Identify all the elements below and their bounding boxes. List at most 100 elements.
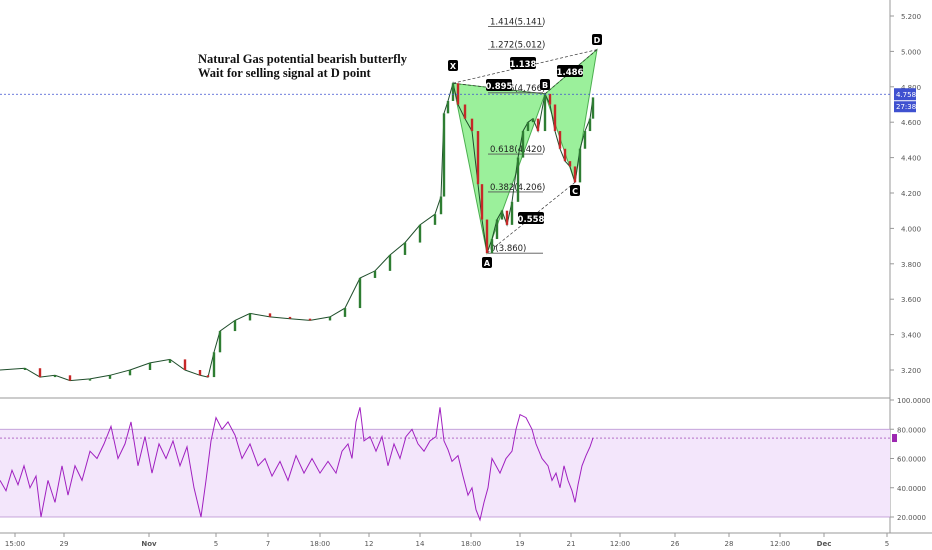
price-candle	[548, 93, 552, 105]
time-tick-label: 18:00	[461, 540, 481, 548]
price-tick-label: 4.200	[901, 190, 921, 198]
price-candle	[558, 131, 562, 149]
time-tick-label: 5	[885, 540, 889, 548]
price-candle	[521, 131, 525, 158]
price-tick-label: 4.600	[901, 119, 921, 127]
price-candle	[248, 313, 252, 321]
ratio-marker	[518, 212, 544, 224]
price-candle	[388, 254, 392, 271]
fib-label: 1.272(5.012)	[490, 40, 545, 50]
price-candle	[198, 370, 202, 376]
price-candle	[476, 131, 480, 185]
price-candle	[38, 368, 42, 378]
fib-label: 0.618(4.420)	[490, 145, 545, 155]
time-tick-label: 29	[60, 540, 69, 548]
price-tick-label: 5.200	[901, 13, 921, 21]
price-tick-label: 5.000	[901, 48, 921, 56]
point-label: C	[572, 187, 578, 196]
bd-leg	[544, 49, 598, 95]
point-marker	[482, 257, 492, 268]
axes: 5.200 5.000 4.800 4.600 4.400 4.200 4.000 3.800…	[0, 13, 930, 548]
time-tick-label: 19	[516, 540, 525, 548]
price-candle	[288, 316, 292, 319]
price-candle	[536, 118, 540, 132]
time-tick-label: 7	[266, 540, 270, 548]
price-candle	[68, 375, 72, 381]
fib-label: 0(3.860)	[490, 244, 526, 254]
point-label: B	[542, 81, 548, 90]
countdown-label: 27:38	[896, 103, 916, 111]
point-marker	[570, 185, 580, 196]
price-candle	[568, 161, 572, 167]
price-candle	[531, 118, 535, 123]
current-price-marker	[894, 88, 916, 101]
price-candle	[168, 359, 172, 363]
time-tick-label: 12:00	[770, 540, 790, 548]
price-candle	[439, 196, 443, 215]
price-tick-label: 3.200	[901, 367, 921, 375]
price-candle	[446, 100, 450, 114]
price-candle	[500, 210, 504, 220]
price-candle	[470, 118, 474, 132]
price-candle	[510, 201, 514, 225]
price-candle	[148, 362, 152, 370]
price-candle	[583, 131, 587, 149]
price-candle	[573, 166, 577, 183]
pattern-xab-triangle	[452, 82, 546, 256]
price-candle	[516, 157, 520, 202]
price-candle	[563, 148, 567, 162]
annotation-line-2: Wait for selling signal at D point	[198, 66, 372, 80]
fib-label: 0.786(4.766)	[490, 84, 545, 94]
price-candle	[23, 368, 27, 370]
price-tick-label: 3.600	[901, 296, 921, 304]
price-candle	[88, 378, 92, 381]
price-candle	[328, 316, 332, 321]
price-candle	[588, 118, 592, 132]
time-tick-label: 28	[725, 540, 734, 548]
ratio-label: 0.895	[486, 82, 513, 92]
price-candle	[403, 242, 407, 255]
price-candle	[490, 239, 494, 254]
ratio-marker	[557, 65, 583, 77]
price-candle	[308, 318, 312, 321]
rsi-tick-label: 40.0000	[897, 485, 926, 493]
rsi-tick-label: 100.0000	[897, 397, 930, 405]
current-price-label: 4.758	[896, 91, 916, 99]
price-candle	[53, 375, 57, 378]
ratio-marker	[486, 79, 512, 91]
price-tick-label: 4.400	[901, 155, 921, 163]
rsi-indicator	[0, 407, 890, 522]
point-marker	[592, 34, 602, 45]
price-tick-label: 3.800	[901, 261, 921, 269]
price-candle	[553, 104, 557, 132]
rsi-line	[0, 407, 594, 522]
ratio-label: 0.558	[518, 215, 545, 225]
time-tick-label: 5	[214, 540, 218, 548]
price-candle	[456, 83, 460, 105]
price-candle	[505, 210, 509, 225]
price-candle	[526, 122, 530, 132]
price-candle	[463, 104, 467, 119]
price-candle	[343, 308, 347, 317]
price-candle	[358, 277, 362, 309]
price-candle	[433, 214, 437, 225]
price-candle	[218, 331, 222, 353]
price-candle	[233, 320, 237, 332]
point-label: D	[594, 36, 601, 45]
price-candle	[268, 313, 272, 317]
time-tick-label: 14	[416, 540, 425, 548]
time-tick-label: Dec	[817, 540, 832, 548]
price-line	[0, 81, 594, 382]
annotation-line-1: Natural Gas potential bearish butterfly	[198, 52, 408, 66]
price-candle	[480, 184, 484, 220]
point-marker	[448, 60, 458, 71]
ratio-label: 1.486	[557, 68, 584, 78]
price-candle	[206, 375, 210, 378]
price-candle	[373, 270, 377, 278]
time-tick-label: 12:00	[610, 540, 630, 548]
price-candle	[451, 83, 455, 101]
fib-label: 1.414(5.141)	[490, 17, 545, 27]
price-candle	[543, 93, 547, 132]
price-candle	[183, 359, 187, 370]
